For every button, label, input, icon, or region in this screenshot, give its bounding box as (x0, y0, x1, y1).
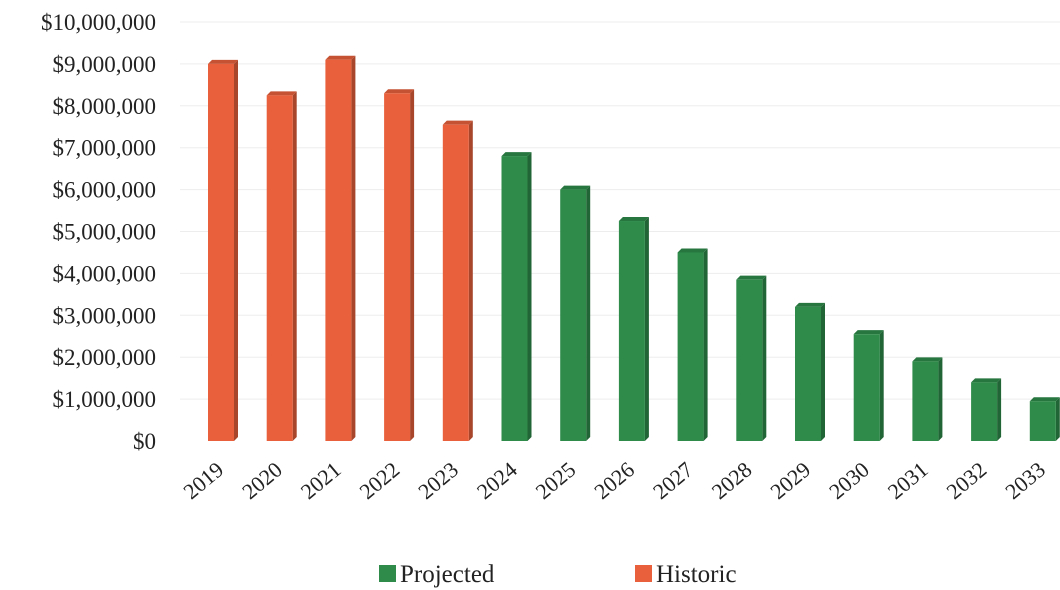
bar-side (351, 55, 356, 442)
bar-front (266, 95, 293, 441)
bar-side (468, 120, 473, 441)
bar-side (821, 302, 825, 441)
bar-side (234, 59, 238, 442)
bar-front (677, 252, 704, 441)
bar-top (971, 378, 1002, 383)
bar-side (410, 89, 415, 441)
y-tick-label: $2,000,000 (53, 345, 157, 370)
legend-swatch-projected (379, 565, 396, 582)
y-tick-label: $9,000,000 (53, 52, 157, 77)
legend-swatch-historic (635, 565, 652, 582)
bar-front (501, 156, 528, 441)
legend-label-historic: Historic (656, 561, 737, 588)
bar-top (853, 330, 884, 335)
bar-top (677, 248, 708, 253)
y-tick-label: $3,000,000 (53, 303, 157, 328)
y-axis: $0 $1,000,000 $2,000,000 $3,000,000 $4,000,0… (41, 10, 156, 454)
bar-top (266, 91, 297, 96)
x-tick-label: 2028 (707, 457, 757, 504)
y-tick-label: $8,000,000 (53, 94, 157, 119)
y-tick-label: $6,000,000 (53, 178, 157, 203)
bar-side (586, 185, 591, 441)
x-tick-label: 2022 (355, 457, 405, 504)
bar-2026 (618, 217, 649, 441)
bar-2023 (442, 120, 473, 441)
bar-top (325, 55, 356, 60)
bar-side (703, 248, 708, 441)
x-tick-label: 2024 (472, 457, 522, 504)
bar-side (997, 378, 1002, 441)
bar-top (442, 120, 473, 125)
bar-2019 (208, 59, 238, 442)
y-tick-label: $0 (133, 429, 156, 454)
x-tick-label: 2029 (765, 457, 815, 504)
bar-2027 (677, 248, 708, 441)
bar-front (971, 382, 998, 441)
bar-2033 (1029, 397, 1060, 441)
x-axis: 2019 2020 2021 2022 2023 2024 2025 2026 2027 2028… (178, 457, 1050, 504)
bar-side (762, 275, 767, 441)
bar-front (208, 63, 234, 442)
bar-top (560, 185, 591, 190)
y-tick-label: $7,000,000 (53, 136, 157, 161)
bar-side (292, 91, 297, 441)
bar-front (442, 124, 469, 441)
bar-top (208, 59, 238, 64)
bar-2022 (384, 89, 415, 441)
y-tick-label: $1,000,000 (53, 387, 157, 412)
bar-2028 (736, 275, 767, 441)
bar-top (795, 302, 825, 307)
bar-front (853, 334, 880, 441)
bar-top (384, 89, 415, 94)
bar-side (527, 152, 532, 441)
x-tick-label: 2023 (413, 457, 463, 504)
bar-front (560, 189, 587, 441)
y-tick-label: $5,000,000 (53, 220, 157, 245)
bar-front (384, 93, 411, 441)
x-tick-label: 2030 (824, 457, 874, 504)
bar-front (736, 279, 763, 441)
bar-2024 (501, 152, 532, 441)
bar-front (912, 361, 939, 441)
bar-side (644, 217, 649, 441)
x-tick-label: 2027 (648, 457, 698, 504)
bar-front (1029, 401, 1056, 441)
x-tick-label: 2025 (531, 457, 581, 504)
x-tick-label: 2033 (1000, 457, 1050, 504)
x-tick-label: 2026 (589, 457, 639, 504)
bar-2020 (266, 91, 297, 441)
bar-front (325, 59, 352, 442)
bars (208, 55, 1060, 442)
bar-2030 (853, 330, 884, 441)
bar-2025 (560, 185, 591, 441)
bar-2032 (971, 378, 1002, 441)
y-tick-label: $10,000,000 (41, 10, 156, 35)
bar-side (879, 330, 884, 441)
x-tick-label: 2020 (237, 457, 287, 504)
bar-side (938, 357, 943, 441)
bar-top (618, 217, 649, 222)
bar-2029 (795, 302, 825, 441)
x-tick-label: 2021 (296, 457, 346, 504)
bar-side (1055, 397, 1060, 441)
bar-front (795, 306, 821, 441)
legend-label-projected: Projected (400, 561, 495, 588)
bar-front (618, 221, 645, 441)
bar-top (912, 357, 943, 362)
x-tick-label: 2031 (883, 457, 933, 504)
bar-top (501, 152, 532, 157)
legend: Projected Historic (379, 561, 737, 588)
bar-2021 (325, 55, 356, 442)
x-tick-label: 2019 (178, 457, 228, 504)
bar-2031 (912, 357, 943, 441)
x-tick-label: 2032 (942, 457, 992, 504)
bar-top (1029, 397, 1060, 402)
bar-top (736, 275, 767, 280)
y-tick-label: $4,000,000 (53, 261, 157, 286)
